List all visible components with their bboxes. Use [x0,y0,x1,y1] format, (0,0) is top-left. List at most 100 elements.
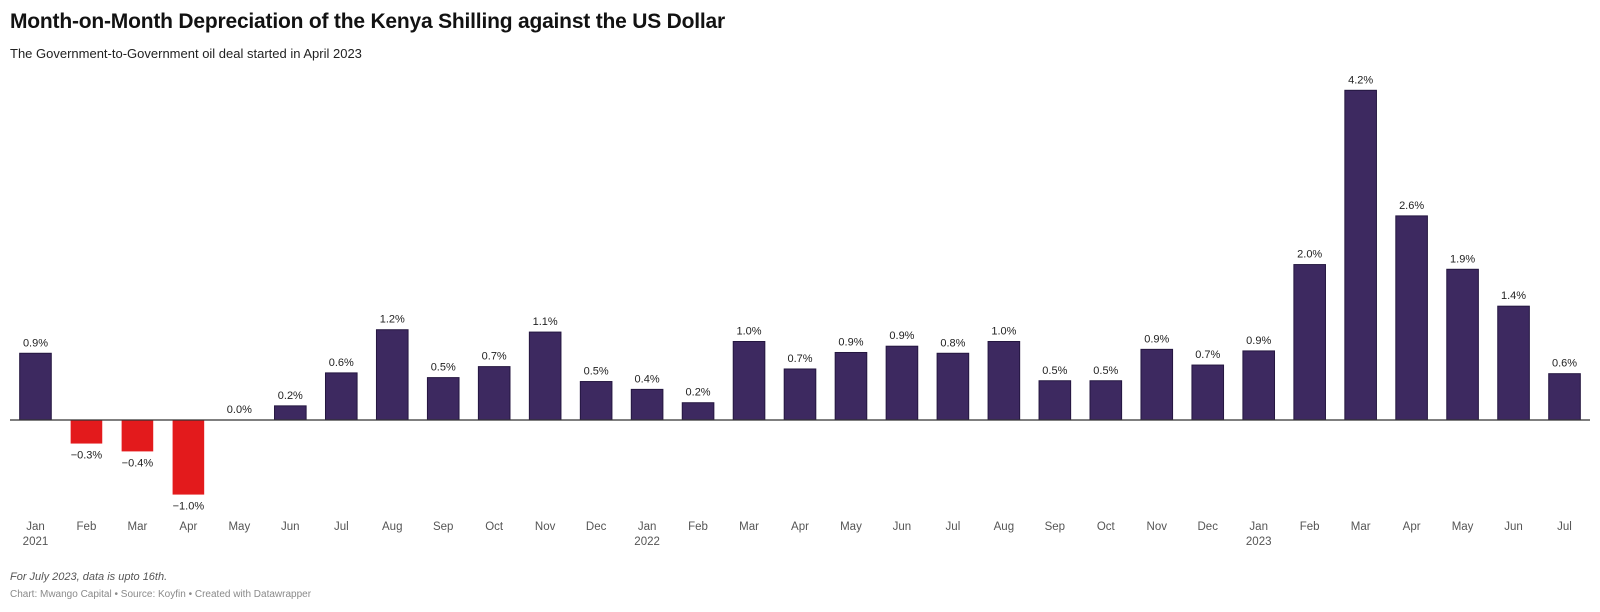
x-tick-label: Jun [893,521,912,533]
x-tick-label: May [228,521,250,533]
x-tick-label: Apr [791,521,809,533]
bar [426,377,460,421]
x-year-label: 2022 [634,536,660,548]
data-label: 0.7% [482,351,507,363]
data-label: 0.6% [329,357,354,369]
x-year-label: 2021 [23,536,49,548]
bar [274,405,307,421]
bar [19,352,52,421]
bar [70,420,103,444]
data-label: −1.0% [173,501,205,513]
data-label: 0.9% [838,336,863,348]
bar [477,366,511,421]
x-tick-label: Feb [688,521,708,533]
bar [1344,89,1377,421]
bar [732,341,766,421]
chart-source: Chart: Mwango Capital • Source: Koyfin •… [10,589,312,600]
x-year-label: 2023 [1246,536,1272,548]
x-tick-label: Jul [334,521,349,533]
x-tick-label: Jan [26,521,45,533]
data-label: 2.6% [1399,200,1424,212]
bar [1395,215,1428,421]
bar [783,368,817,421]
x-tick-label: Mar [739,521,759,533]
bar [1242,350,1276,421]
bar [375,329,409,421]
bar [936,352,970,421]
data-label: 0.9% [23,337,48,349]
data-label: 1.0% [991,326,1016,338]
data-label: −0.4% [122,457,154,469]
data-label: 0.2% [278,390,303,402]
data-label: 0.2% [686,387,711,399]
bar [1497,305,1530,421]
x-tick-label: Apr [1403,521,1421,533]
data-label: 0.9% [1246,335,1271,347]
data-label: 0.5% [584,366,609,378]
x-tick-label: May [1452,521,1474,533]
data-label: 1.0% [736,326,761,338]
data-labels-layer: 0.9% −0.3% −0.4% −1.0% 0.0% 0.2% 0.6% 1.2% 0.5% 0… [23,74,1577,512]
bar [630,388,664,421]
bar [834,351,868,421]
x-tick-label: Sep [433,521,453,533]
x-tick-label: Nov [535,521,556,533]
x-tick-label: Mar [128,521,148,533]
data-label: 0.9% [1144,333,1169,345]
chart-notes: For July 2023, data is upto 16th. [10,571,168,583]
bar [324,372,358,421]
bar [1140,348,1174,421]
bar [1446,268,1479,421]
data-label: 0.5% [431,362,456,374]
bar [1038,380,1072,421]
data-label: 0.6% [1552,358,1577,370]
data-label: 4.2% [1348,74,1373,86]
data-label: 2.0% [1297,249,1322,261]
x-tick-label: Feb [77,521,97,533]
data-label: 0.8% [940,337,965,349]
x-tick-label: Jul [946,521,961,533]
data-label: 0.5% [1093,365,1118,377]
bar [121,420,154,452]
data-label: 1.4% [1501,290,1526,302]
data-label: 0.7% [787,353,812,365]
bar [987,341,1021,421]
bar [681,402,715,421]
bar [1293,264,1326,421]
x-tick-label: Jan [638,521,657,533]
data-label: 1.9% [1450,253,1475,265]
bar [1191,364,1225,421]
x-tick-label: Jul [1557,521,1572,533]
data-label: 0.7% [1195,349,1220,361]
x-tick-label: Sep [1045,521,1065,533]
bar [1089,380,1123,421]
bar [1548,373,1581,421]
data-label: −0.3% [71,450,103,462]
x-tick-label: May [840,521,862,533]
chart-subtitle: The Government-to-Government oil deal st… [10,46,362,61]
x-tick-label: Feb [1300,521,1320,533]
x-tick-label: Oct [485,521,504,533]
bar [172,420,205,495]
data-label: 1.1% [533,316,558,328]
data-label: 1.2% [380,314,405,326]
x-tick-label: Aug [994,521,1014,533]
data-label: 0.9% [889,330,914,342]
x-tick-label: Mar [1351,521,1371,533]
x-tick-label: Jun [1504,521,1523,533]
bar [528,331,562,421]
x-axis: Jan Feb Mar Apr May Jun Jul Aug Sep Oct Nov Dec Jan F… [23,521,1572,548]
data-label: 0.0% [227,404,252,416]
x-tick-label: Oct [1097,521,1116,533]
bar [885,345,919,421]
x-tick-label: Apr [179,521,197,533]
bar [579,381,613,421]
x-tick-label: Dec [1198,521,1219,533]
x-tick-label: Jan [1249,521,1268,533]
bar-chart: 0.9% −0.3% −0.4% −1.0% 0.0% 0.2% 0.6% 1.2% 0.5% 0… [10,74,1590,548]
data-label: 0.5% [1042,365,1067,377]
data-label: 0.4% [635,373,660,385]
x-tick-label: Jun [281,521,300,533]
x-tick-label: Aug [382,521,402,533]
x-tick-label: Dec [586,521,607,533]
